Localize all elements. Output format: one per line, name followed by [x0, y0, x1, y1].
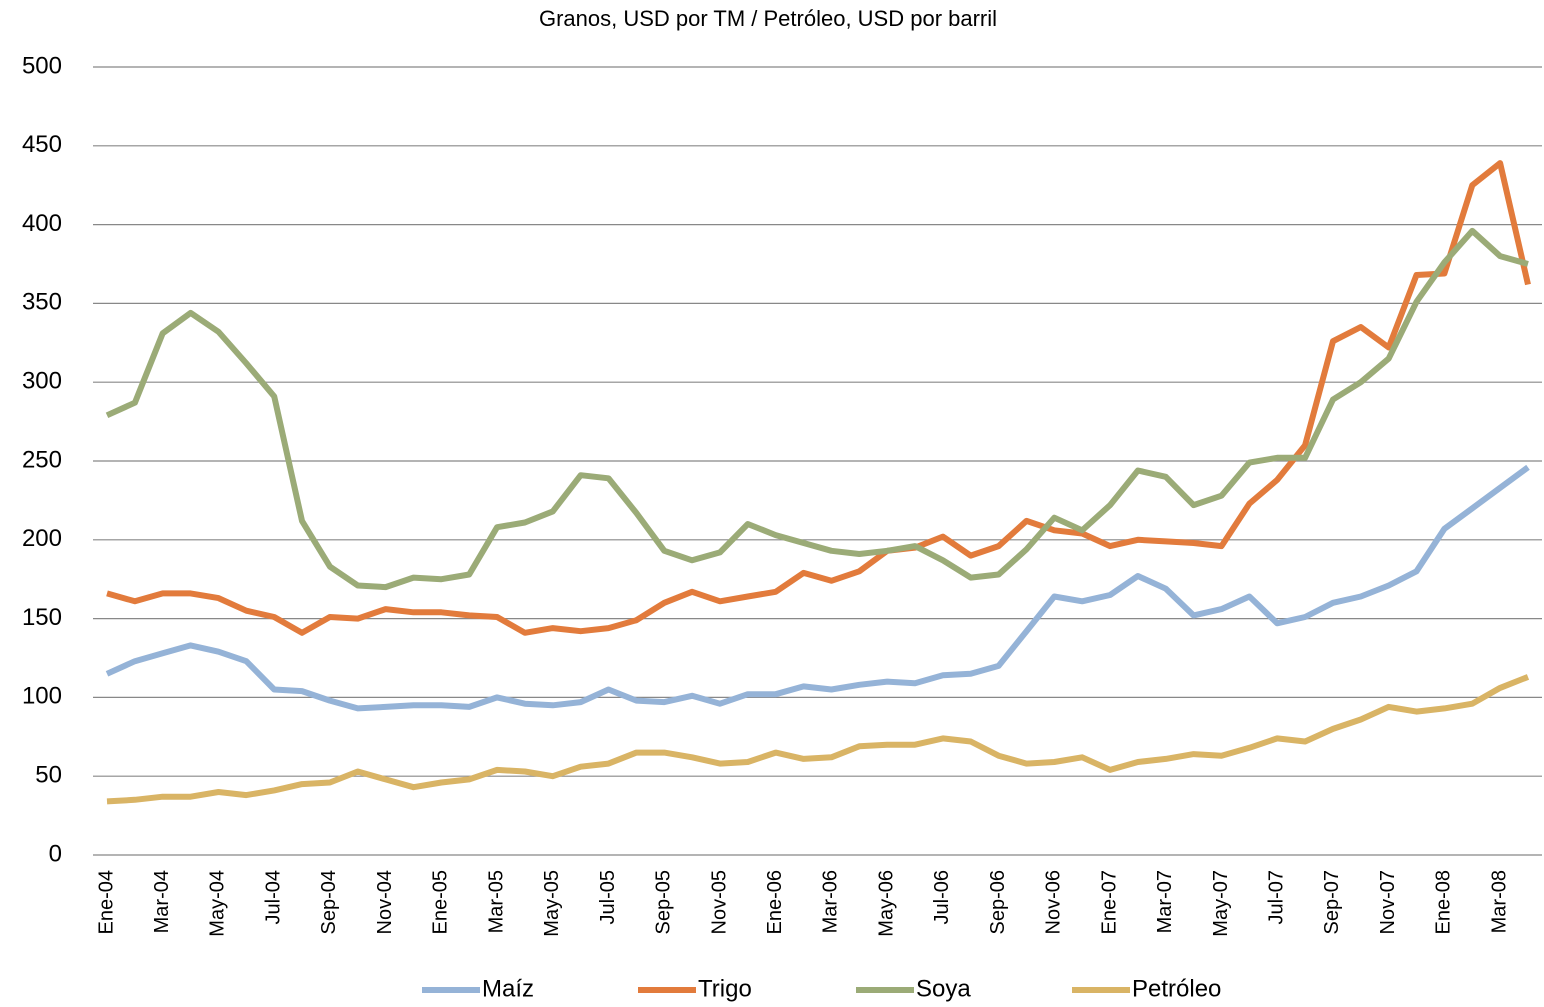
x-tick-label: Nov-05: [708, 870, 730, 934]
x-tick-label: Sep-06: [987, 870, 1009, 935]
y-tick-label: 200: [22, 525, 62, 552]
chart-title: Granos, USD por TM / Petróleo, USD por b…: [539, 6, 997, 31]
legend-item: Trigo: [638, 975, 752, 1002]
x-tick-label: Jul-05: [597, 870, 619, 924]
legend-item: Maíz: [422, 975, 534, 1002]
x-tick-label: Sep-07: [1321, 870, 1343, 935]
legend-label: Maíz: [482, 975, 534, 1002]
x-tick-label: Jul-07: [1266, 870, 1288, 924]
x-tick-label: May-04: [207, 870, 229, 937]
y-tick-label: 0: [49, 840, 62, 867]
x-tick-label: May-06: [875, 870, 897, 937]
y-tick-label: 450: [22, 131, 62, 158]
y-tick-label: 250: [22, 446, 62, 473]
legend-item: Soya: [856, 975, 971, 1002]
x-tick-label: Jul-06: [931, 870, 953, 924]
x-tick-label: Ene-04: [95, 870, 117, 935]
series-line: [106, 160, 1531, 636]
x-tick-label: Ene-06: [764, 870, 786, 935]
x-tick-label: Mar-04: [151, 870, 173, 933]
y-tick-label: 400: [22, 210, 62, 237]
legend-item: Petróleo: [1072, 975, 1221, 1002]
x-tick-label: Mar-08: [1488, 870, 1510, 933]
y-tick-label: 150: [22, 604, 62, 631]
series-line: [105, 227, 1529, 591]
x-tick-label: Mar-07: [1154, 870, 1176, 933]
y-tick-label: 350: [22, 289, 62, 316]
series-line: [106, 674, 1530, 805]
x-tick-label: Sep-05: [653, 870, 675, 935]
series-line: [105, 464, 1530, 712]
legend-label: Trigo: [698, 975, 752, 1002]
x-tick-label: Jul-04: [262, 870, 284, 924]
legend-label: Soya: [916, 975, 971, 1002]
y-tick-label: 50: [35, 762, 62, 789]
x-tick-label: Ene-08: [1433, 870, 1455, 935]
x-tick-label: Ene-05: [430, 870, 452, 935]
x-tick-label: May-07: [1210, 870, 1232, 937]
x-tick-label: Nov-07: [1377, 870, 1399, 934]
x-tick-label: Nov-06: [1043, 870, 1065, 934]
x-tick-label: Mar-06: [820, 870, 842, 933]
x-tick-label: Nov-04: [374, 870, 396, 934]
y-tick-label: 300: [22, 368, 62, 395]
x-tick-label: May-05: [541, 870, 563, 937]
legend-label: Petróleo: [1132, 975, 1221, 1002]
x-tick-label: Ene-07: [1098, 870, 1120, 935]
y-tick-label: 100: [22, 683, 62, 710]
y-tick-label: 500: [22, 52, 62, 79]
x-tick-label: Sep-04: [318, 870, 340, 935]
x-tick-label: Mar-05: [485, 870, 507, 933]
